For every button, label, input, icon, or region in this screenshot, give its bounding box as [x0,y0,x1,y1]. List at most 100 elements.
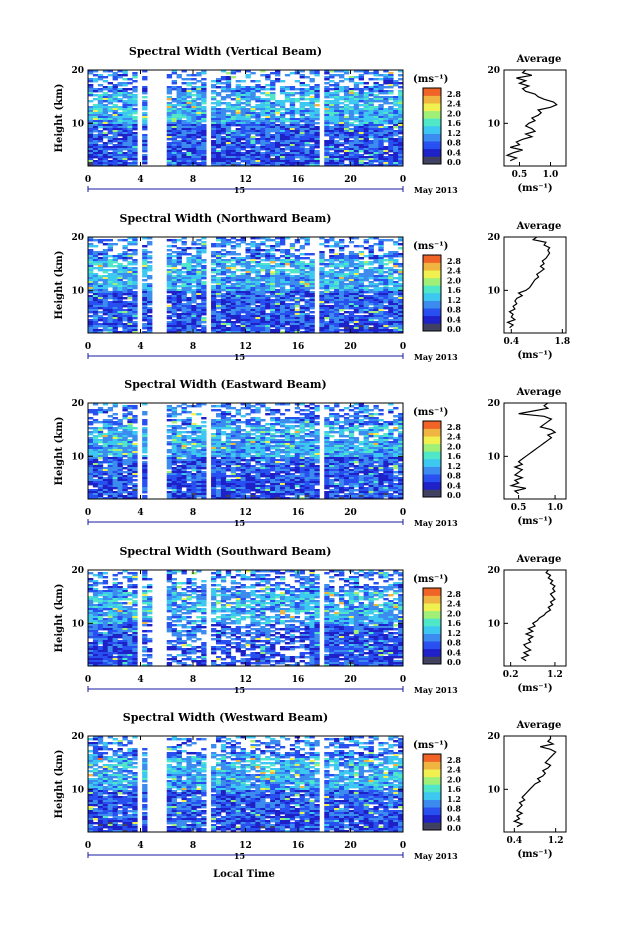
heatmap-cell [270,116,276,119]
heatmap-cell [309,285,315,288]
heatmap-cell [358,76,365,79]
heatmap-cell [220,124,227,127]
heatmap-cell [388,160,394,163]
heatmap-cell [92,90,99,93]
heatmap-cell [270,277,276,280]
heatmap-cell [368,417,374,420]
heatmap-cell [245,144,251,147]
heatmap-cell [176,136,182,139]
heatmap-cell [196,293,202,296]
heatmap-cell [299,283,305,286]
heatmap-cell [294,134,301,137]
heatmap-cell [88,150,94,153]
heatmap-cell [324,140,330,143]
heatmap-cell [171,275,177,278]
heatmap-cell [215,299,222,302]
heatmap-cell [171,293,177,296]
heatmap-cell [393,124,399,127]
heatmap-cell [230,279,237,282]
heatmap-cell [250,293,256,296]
heatmap-cell [132,124,138,127]
heatmap-cell [117,317,123,320]
heatmap-cell [343,146,350,149]
heatmap-cell [215,415,222,418]
heatmap-cell [343,156,350,159]
heatmap-cell [127,301,133,304]
heatmap-cell [186,405,192,408]
colorbar-tick-label: 1.2 [447,128,461,138]
heatmap-cell [230,303,237,306]
heatmap-cell [186,321,192,324]
heatmap-cell [250,251,256,254]
heatmap-cell [230,253,237,256]
heatmap-cells [88,403,404,500]
heatmap-cell [220,162,227,165]
heatmap-cell [166,257,173,260]
heatmap-cell [235,132,241,135]
heatmap-cell [142,136,148,139]
heatmap-cell [255,96,261,99]
heatmap-cell [245,313,251,316]
heatmap-cell [147,255,153,258]
panel-title: Spectral Width (Northward Beam) [120,212,332,225]
heatmap-cell [97,265,104,268]
x-tick-label: 0 [85,175,91,185]
heatmap-cell [176,98,182,101]
heatmap-cell [132,279,138,282]
heatmap-cell [235,100,241,103]
heatmap-cell [334,144,340,147]
heatmap-cell [329,134,335,137]
heatmap-cell [363,417,369,420]
heatmap-cells [88,237,404,334]
heatmap-cell [265,150,271,153]
heatmap-cell [299,297,305,300]
heatmap-cell [334,98,340,101]
heatmap-cell [378,295,384,298]
heatmap-cell [181,70,187,73]
heatmap-cell [215,295,222,298]
heatmap-cell [393,255,399,258]
heatmap-cell [363,70,369,73]
heatmap-cell [304,273,310,276]
heatmap-cell [373,84,379,87]
colorbar-segment [423,133,441,136]
heatmap-cell [176,154,182,157]
heatmap-cell [348,102,355,105]
heatmap-cell [107,331,114,334]
heatmap-cell [127,311,133,314]
heatmap-cell [122,112,128,115]
heatmap-cell [171,415,177,418]
heatmap-cell [334,148,340,151]
heatmap-cell [166,295,173,298]
heatmap-cell [92,273,99,276]
heatmap-cell [102,301,109,304]
heatmap-cell [220,261,227,264]
heatmap-cell [294,329,301,332]
heatmap-cell [275,421,281,424]
heatmap-cell [343,245,350,248]
heatmap-cell [363,299,369,302]
heatmap-cell [373,285,379,288]
heatmap-cell [220,413,227,416]
heatmap-cell [363,287,369,290]
heatmap-cell [373,132,379,135]
heatmap-cell [343,257,350,260]
heatmap-cell [196,249,202,252]
heatmap-cell [176,100,182,103]
heatmap-cell [220,112,227,115]
heatmap-cell [191,82,197,85]
heatmap-cell [191,267,197,270]
heatmap-cell [142,156,148,159]
heatmap-cell [166,112,173,115]
heatmap-cell [171,259,177,262]
colorbar-segment [423,107,441,110]
heatmap-cell [132,74,138,77]
heatmap-cell [230,70,237,73]
heatmap-cell [112,158,118,161]
heatmap-cell [265,291,271,294]
heatmap-cell [373,275,379,278]
heatmap-cell [309,267,315,270]
heatmap-cell [240,90,246,93]
colorbar-segment [423,294,441,298]
heatmap-cell [181,411,187,414]
